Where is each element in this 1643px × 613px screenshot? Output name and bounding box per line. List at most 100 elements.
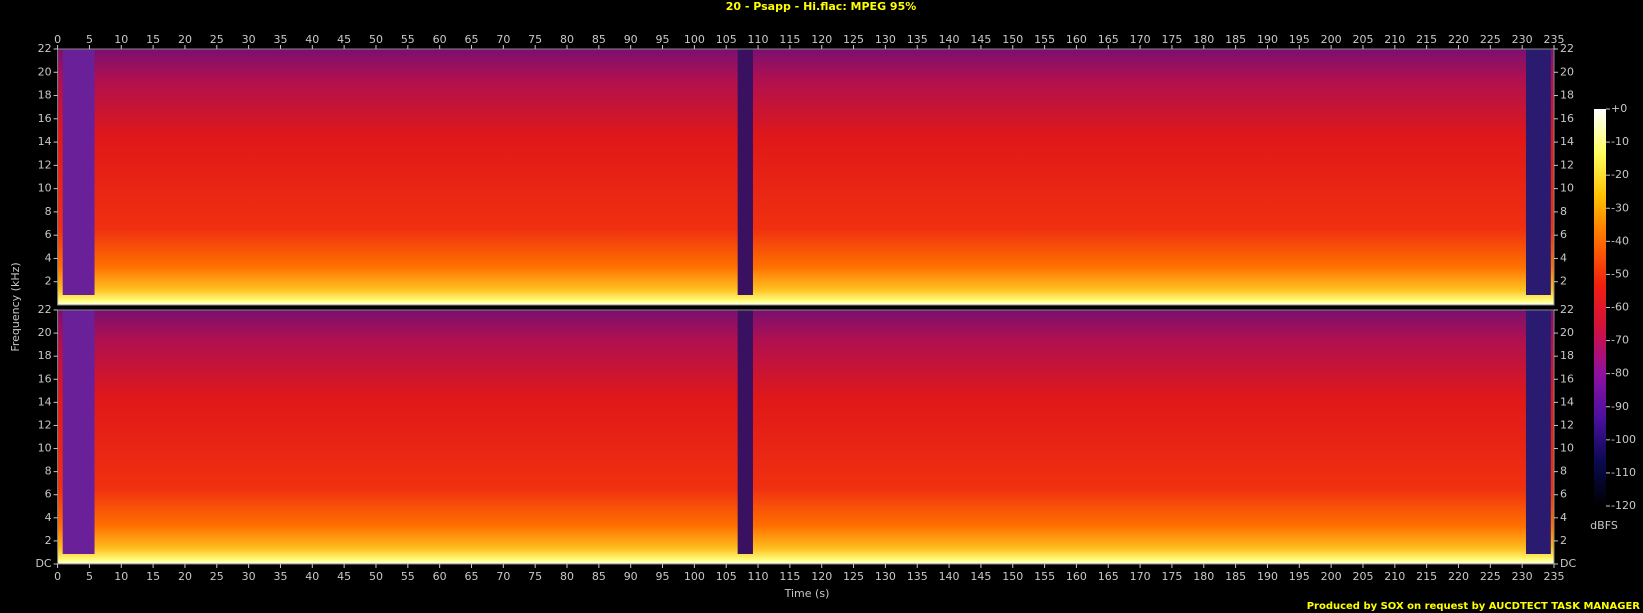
y-tick-label: 12	[1560, 418, 1574, 431]
y-tick-label: 10	[38, 182, 52, 195]
quiet-region	[62, 310, 95, 554]
x-tick-label: 220	[1448, 570, 1469, 583]
x-tick-label: 230	[1512, 33, 1533, 46]
x-tick-label: 205	[1352, 33, 1373, 46]
x-tick-label: 75	[528, 570, 542, 583]
x-tick-label: 60	[433, 570, 447, 583]
x-tick-label: 235	[1544, 570, 1565, 583]
x-tick-label: 100	[684, 33, 705, 46]
footer: Produced by SOX on request by AUCDTECT T…	[1307, 601, 1641, 612]
x-tick-label: 80	[560, 570, 574, 583]
x-tick-label: 235	[1544, 33, 1565, 46]
x-tick-label: 15	[146, 570, 160, 583]
x-tick-label: 55	[401, 570, 415, 583]
x-tick-label: 140	[939, 570, 960, 583]
x-tick-label: 200	[1321, 33, 1342, 46]
y-tick-label: 14	[38, 135, 52, 148]
y-tick-label: 4	[1560, 251, 1567, 264]
x-tick-label: 115	[779, 33, 800, 46]
x-tick-label: 5	[86, 33, 93, 46]
x-tick-label: 195	[1289, 33, 1310, 46]
y-tick-label: 6	[45, 488, 52, 501]
x-tick-label: 90	[624, 570, 638, 583]
x-tick-label: 40	[305, 570, 319, 583]
x-tick-label: 85	[592, 570, 606, 583]
y-tick-label: 2	[1560, 534, 1567, 547]
x-tick-label: 95	[656, 33, 670, 46]
x-tick-label: 50	[369, 33, 383, 46]
x-tick-label: 95	[656, 570, 670, 583]
colorbar-tick-label: -80	[1611, 367, 1629, 380]
x-tick-label: 50	[369, 570, 383, 583]
x-tick-label: 115	[779, 570, 800, 583]
x-tick-label: 225	[1480, 33, 1501, 46]
x-tick-label: 160	[1066, 33, 1087, 46]
quiet-region	[62, 49, 95, 295]
y-tick-label: 16	[1560, 372, 1574, 385]
y-tick-label: 16	[38, 112, 52, 125]
x-tick-label: 135	[907, 33, 928, 46]
y-tick-label: 2	[45, 275, 52, 288]
x-tick-label: 120	[811, 570, 832, 583]
x-tick-label: 120	[811, 33, 832, 46]
x-tick-label: 85	[592, 33, 606, 46]
x-tick-label: 110	[748, 33, 769, 46]
x-tick-label: 45	[337, 570, 351, 583]
x-tick-label: 170	[1130, 570, 1151, 583]
x-tick-label: 20	[178, 570, 192, 583]
y-tick-label: 22	[1560, 303, 1574, 316]
y-tick-label: 8	[45, 205, 52, 218]
y-tick-label: 22	[38, 303, 52, 316]
plot-frame	[57, 48, 1555, 306]
x-tick-label: 25	[210, 570, 224, 583]
x-tick-label: 100	[684, 570, 705, 583]
chart-title: 20 - Psapp - Hi.flac: MPEG 95%	[726, 0, 917, 13]
y-tick-label: 10	[38, 442, 52, 455]
x-tick-label: 185	[1225, 33, 1246, 46]
colorbar-tick-label: -10	[1611, 135, 1629, 148]
x-tick-label: 215	[1416, 570, 1437, 583]
y-tick-label: 18	[38, 89, 52, 102]
y-tick-label: 4	[1560, 511, 1567, 524]
x-tick-label: 225	[1480, 570, 1501, 583]
x-tick-label: 215	[1416, 33, 1437, 46]
x-tick-label: 180	[1193, 570, 1214, 583]
colorbar-tick-label: -90	[1611, 400, 1629, 413]
x-tick-label: 125	[843, 570, 864, 583]
x-tick-label: 0	[54, 570, 61, 583]
colorbar-tick-label: -30	[1611, 201, 1629, 214]
y-tick-label: 18	[1560, 89, 1574, 102]
plot-frame	[57, 309, 1555, 565]
y-tick-label: 22	[1560, 42, 1574, 55]
quiet-region	[1525, 310, 1551, 554]
x-tick-label: 0	[54, 33, 61, 46]
y-tick-label: 10	[1560, 182, 1574, 195]
colorbar-tick-label: -120	[1611, 499, 1636, 512]
y-tick-label: 4	[45, 251, 52, 264]
x-tick-label: 20	[178, 33, 192, 46]
x-tick-label: 35	[273, 33, 287, 46]
x-tick-label: 190	[1257, 570, 1278, 583]
x-tick-label: 65	[464, 33, 478, 46]
x-tick-label: 40	[305, 33, 319, 46]
y-tick-label: 20	[38, 326, 52, 339]
colorbar-tick-label: -40	[1611, 234, 1629, 247]
y-tick-label: 20	[1560, 65, 1574, 78]
colorbar-tick-label: -100	[1611, 433, 1636, 446]
y-tick-label: 6	[1560, 488, 1567, 501]
x-tick-label: 70	[496, 570, 510, 583]
y-tick-label: 6	[45, 228, 52, 241]
x-tick-label: 175	[1161, 33, 1182, 46]
colorbar-tick-label: -50	[1611, 267, 1629, 280]
x-tick-label: 190	[1257, 33, 1278, 46]
x-tick-label: 45	[337, 33, 351, 46]
spectrogram-panel	[57, 310, 1555, 564]
colorbar-tick-label: -110	[1611, 466, 1636, 479]
y-tick-label: 16	[1560, 112, 1574, 125]
y-tick-label: 20	[1560, 326, 1574, 339]
x-tick-label: 210	[1384, 570, 1405, 583]
x-tick-label: 110	[748, 570, 769, 583]
y-tick-label: 2	[1560, 275, 1567, 288]
y-tick-label: 12	[38, 158, 52, 171]
y-tick-label: 12	[1560, 158, 1574, 171]
